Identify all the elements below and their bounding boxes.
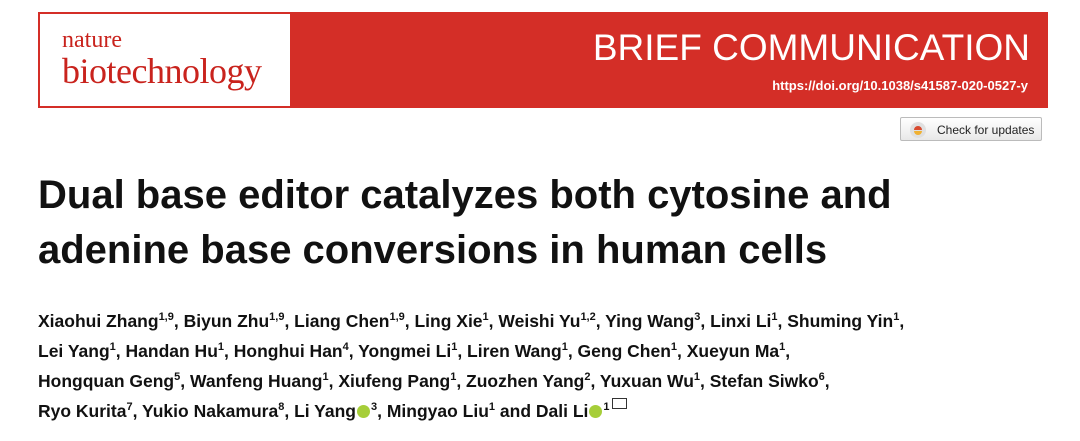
author-name[interactable]: Lei Yang (38, 341, 110, 361)
author-name[interactable]: Xiufeng Pang (338, 371, 451, 391)
journal-name: biotechnology (62, 51, 262, 91)
author-name[interactable]: Yongmei Li (358, 341, 452, 361)
author-line: Hongquan Geng5, Wanfeng Huang1, Xiufeng … (38, 366, 904, 396)
affiliation: 1,9 (269, 311, 285, 324)
affiliation: 7 (126, 401, 133, 414)
affiliation: 1 (217, 341, 225, 354)
author-name[interactable]: Ying Wang (605, 311, 695, 331)
affiliation: 3 (370, 401, 378, 414)
author-name[interactable]: Honghui Han (233, 341, 343, 361)
author-name[interactable]: Handan Hu (125, 341, 218, 361)
orcid-icon[interactable] (589, 405, 603, 418)
separator: , (700, 311, 711, 331)
separator: , (180, 371, 190, 391)
affiliation: 1 (603, 401, 610, 414)
author-name[interactable]: Mingyao Liu (386, 401, 489, 421)
author-name[interactable]: Geng Chen (577, 341, 671, 361)
separator: , (777, 311, 788, 331)
separator: , (328, 371, 339, 391)
affiliation: 3 (694, 311, 701, 324)
author-name[interactable]: Liang Chen (294, 311, 390, 331)
journal-name: nature (62, 27, 122, 53)
separator: , (899, 311, 905, 331)
separator: , (700, 371, 710, 391)
author-name[interactable]: Ryo Kurita (38, 401, 127, 421)
separator: , (377, 401, 387, 421)
affiliation: 2 (584, 371, 591, 384)
author-name[interactable]: Linxi Li (710, 311, 772, 331)
affiliation: 1 (451, 341, 458, 354)
separator: , (224, 341, 234, 361)
author-name[interactable]: Zuozhen Yang (466, 371, 585, 391)
author-name[interactable]: Liren Wang (467, 341, 562, 361)
affiliation: 1 (779, 341, 786, 354)
author-name[interactable]: Hongquan Geng (38, 371, 175, 391)
affiliation: 1 (561, 341, 568, 354)
separator: , (567, 341, 578, 361)
author-line: Ryo Kurita7, Yukio Nakamura8, Li Yang 3, … (38, 396, 904, 426)
separator: , (677, 341, 687, 361)
author-name[interactable]: Dali Li (535, 401, 589, 421)
check-updates-button[interactable]: Check for updates (900, 117, 1042, 141)
author-name[interactable]: Li Yang (294, 401, 356, 421)
separator: , (590, 371, 600, 391)
separator: , (115, 341, 126, 361)
affiliation: 1 (482, 311, 489, 324)
separator: , (595, 311, 606, 331)
separator: , (173, 311, 184, 331)
separator: , (457, 341, 468, 361)
journal-banner: nature biotechnology BRIEF COMMUNICATION… (38, 12, 1048, 108)
article-title: Dual base editor catalyzes both cytosine… (38, 168, 892, 278)
doi-link[interactable]: https://doi.org/10.1038/s41587-020-0527-… (772, 78, 1028, 93)
affiliation: 1 (450, 371, 457, 384)
affiliation: 1 (693, 371, 701, 384)
author-name[interactable]: Biyun Zhu (183, 311, 270, 331)
separator: , (404, 311, 415, 331)
email-icon[interactable] (611, 398, 627, 409)
author-line: Lei Yang1, Handan Hu1, Honghui Han4, Yon… (38, 336, 904, 366)
separator: , (284, 401, 295, 421)
author-name[interactable]: Stefan Siwko (709, 371, 819, 391)
article-type: BRIEF COMMUNICATION (592, 27, 1030, 68)
separator: , (284, 311, 295, 331)
check-icon (910, 122, 926, 138)
affiliation: 1,9 (389, 311, 405, 324)
affiliation: 1 (322, 371, 329, 384)
affiliation: 8 (278, 401, 285, 414)
author-line: Xiaohui Zhang1,9, Biyun Zhu1,9, Liang Ch… (38, 306, 904, 336)
affiliation: 1 (109, 341, 116, 354)
affiliation: 6 (818, 371, 825, 384)
affiliation: 1 (771, 311, 778, 324)
author-list: Xiaohui Zhang1,9, Biyun Zhu1,9, Liang Ch… (38, 306, 904, 426)
separator: , (824, 371, 830, 391)
affiliation: 1 (893, 311, 900, 324)
separator: , (348, 341, 359, 361)
affiliation: 1 (670, 341, 678, 354)
separator: and (495, 401, 536, 421)
author-name[interactable]: Xiaohui Zhang (38, 311, 159, 331)
title-line: Dual base editor catalyzes both cytosine… (38, 173, 892, 217)
author-name[interactable]: Shuming Yin (787, 311, 894, 331)
separator: , (456, 371, 467, 391)
journal-logo[interactable]: nature biotechnology (40, 14, 290, 106)
check-updates-text: Check for updates (937, 123, 1035, 137)
author-name[interactable]: Xueyun Ma (686, 341, 780, 361)
affiliation: 5 (174, 371, 181, 384)
author-name[interactable]: Weishi Yu (498, 311, 581, 331)
author-name[interactable]: Ling Xie (414, 311, 483, 331)
affiliation: 1,2 (580, 311, 596, 324)
affiliation: 1,9 (158, 311, 174, 324)
title-line: adenine base conversions in human cells (38, 228, 828, 272)
author-name[interactable]: Yukio Nakamura (142, 401, 279, 421)
separator: , (488, 311, 499, 331)
orcid-icon[interactable] (356, 405, 370, 418)
affiliation: 1 (488, 401, 496, 414)
author-name[interactable]: Yuxuan Wu (599, 371, 694, 391)
affiliation: 4 (342, 341, 349, 354)
separator: , (132, 401, 143, 421)
separator: , (785, 341, 791, 361)
author-name[interactable]: Wanfeng Huang (189, 371, 323, 391)
